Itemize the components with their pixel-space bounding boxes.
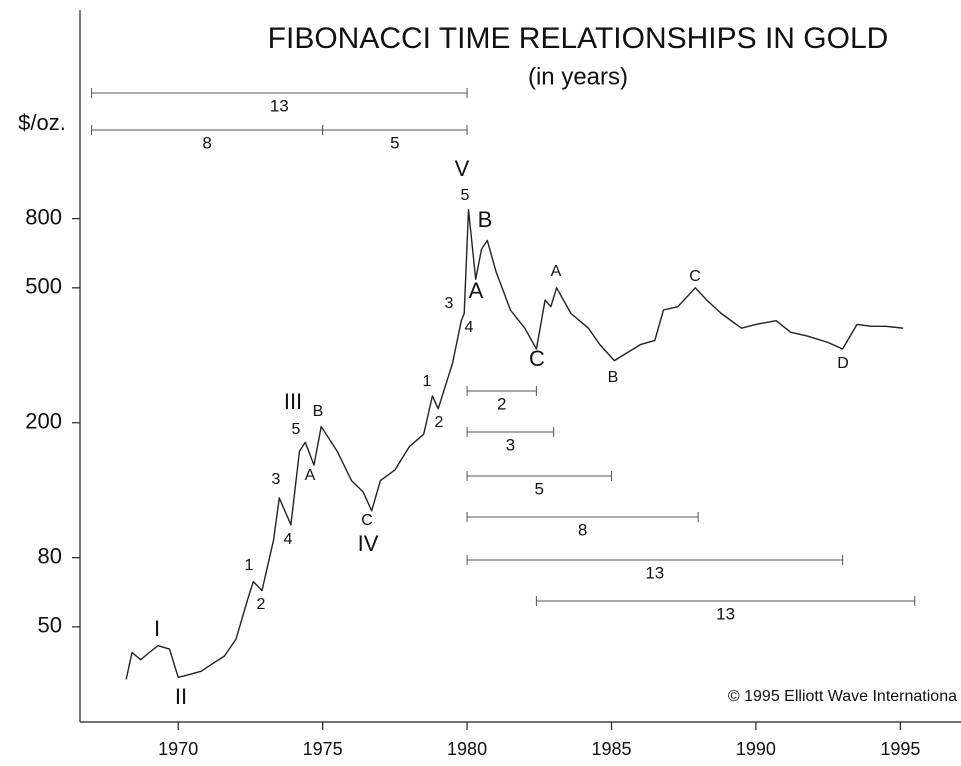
wave-label: D (837, 355, 849, 372)
wave-label: 4 (465, 319, 474, 336)
wave-label: 4 (284, 531, 293, 548)
span-label: 5 (535, 479, 544, 498)
chart-title: FIBONACCI TIME RELATIONSHIPS IN GOLD (268, 22, 889, 55)
copyright: © 1995 Elliott Wave Internationa (728, 688, 957, 705)
span-label: 5 (390, 133, 399, 152)
wave-label: 1 (245, 557, 254, 574)
span-label: 2 (497, 394, 506, 413)
price-line (125, 209, 904, 680)
wave-label: 5 (461, 187, 470, 204)
wave-label: A (551, 263, 562, 280)
wave-label: 2 (257, 596, 266, 613)
x-tick-label: 1975 (303, 739, 343, 759)
wave-label: 2 (435, 414, 444, 431)
wave-label: III (284, 389, 302, 414)
wave-label: B (313, 403, 324, 420)
span-label: 8 (578, 520, 587, 539)
y-tick-label: 50 (38, 613, 62, 638)
x-tick-label: 1985 (591, 739, 631, 759)
wave-label: C (361, 512, 373, 529)
chart-subtitle: (in years) (528, 63, 628, 90)
x-tick-label: 1995 (880, 739, 920, 759)
wave-label: 1 (423, 373, 432, 390)
x-tick-label: 1980 (447, 739, 487, 759)
span-label: 3 (506, 435, 515, 454)
wave-label: II (175, 684, 187, 709)
x-tick-label: 1990 (736, 739, 776, 759)
wave-label: C (529, 346, 545, 371)
wave-label: I (154, 616, 160, 641)
wave-label: B (478, 207, 493, 232)
span-label: 8 (202, 133, 211, 152)
wave-label: A (305, 467, 316, 484)
wave-label: B (608, 369, 619, 386)
span-label: 13 (645, 563, 664, 582)
x-tick-label: 1970 (158, 739, 198, 759)
span-label: 13 (270, 96, 289, 115)
span-label: 13 (716, 604, 735, 623)
wave-label: V (455, 156, 470, 181)
wave-label: 3 (272, 471, 281, 488)
wave-label: 3 (445, 295, 454, 312)
wave-label: IV (358, 531, 379, 556)
y-tick-label: 80 (38, 543, 62, 568)
wave-label: C (689, 268, 701, 285)
y-tick-label: 200 (25, 409, 62, 434)
y-axis-label: $/oz. (18, 110, 66, 135)
y-tick-label: 500 (25, 274, 62, 299)
y-tick-label: 800 (25, 204, 62, 229)
wave-label: 5 (292, 421, 301, 438)
wave-label: A (469, 278, 484, 303)
